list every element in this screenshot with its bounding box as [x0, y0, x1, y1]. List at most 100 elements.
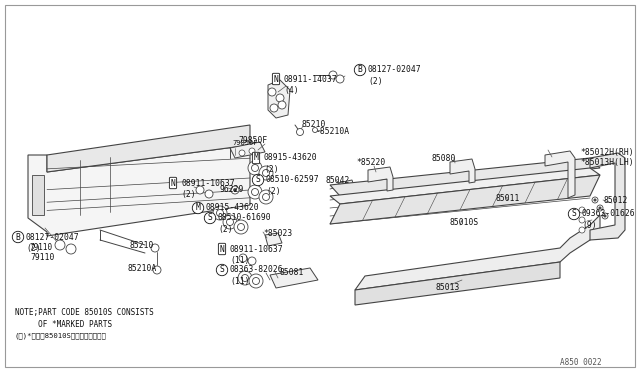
Circle shape	[276, 94, 284, 102]
Polygon shape	[270, 268, 318, 288]
Circle shape	[223, 215, 237, 229]
Text: *85023: *85023	[263, 229, 292, 238]
Text: (注)*印は、85010Sの構成部品です。: (注)*印は、85010Sの構成部品です。	[15, 332, 107, 339]
Text: 09363-01626: 09363-01626	[582, 209, 636, 218]
Text: 85210: 85210	[130, 241, 154, 250]
Circle shape	[602, 213, 608, 219]
Circle shape	[241, 275, 248, 282]
Circle shape	[153, 266, 161, 274]
Text: 85011: 85011	[495, 194, 520, 203]
Text: S: S	[255, 176, 260, 185]
Text: 85042: 85042	[325, 176, 349, 185]
Text: N: N	[171, 179, 175, 187]
Circle shape	[239, 254, 247, 262]
Text: M: M	[196, 203, 200, 212]
Polygon shape	[545, 151, 575, 198]
Text: 85210A: 85210A	[128, 264, 157, 273]
Polygon shape	[47, 125, 250, 172]
Text: N: N	[273, 74, 278, 83]
Text: M: M	[253, 154, 259, 163]
Circle shape	[579, 227, 585, 233]
Circle shape	[205, 190, 213, 198]
Circle shape	[296, 128, 303, 135]
Text: (9): (9)	[582, 221, 596, 230]
Text: N: N	[220, 244, 225, 253]
Circle shape	[579, 217, 585, 223]
Text: 08911-14037: 08911-14037	[284, 74, 338, 83]
Circle shape	[253, 278, 259, 285]
Circle shape	[66, 244, 76, 254]
Circle shape	[579, 207, 585, 213]
Circle shape	[248, 185, 262, 199]
Circle shape	[55, 240, 65, 250]
Text: 85081: 85081	[280, 268, 305, 277]
Text: 85013: 85013	[435, 283, 460, 292]
Text: (2): (2)	[218, 225, 232, 234]
Circle shape	[259, 190, 273, 204]
Text: 85012: 85012	[604, 196, 628, 205]
Circle shape	[259, 166, 273, 180]
Text: 79850F: 79850F	[232, 140, 257, 146]
Polygon shape	[330, 168, 600, 204]
Circle shape	[252, 164, 259, 171]
Text: 85210: 85210	[302, 120, 326, 129]
Circle shape	[239, 150, 245, 156]
Text: 85080: 85080	[432, 154, 456, 163]
Circle shape	[249, 274, 263, 288]
Polygon shape	[28, 145, 250, 236]
Circle shape	[227, 218, 234, 225]
Text: S: S	[220, 266, 225, 275]
Polygon shape	[450, 159, 475, 183]
Circle shape	[262, 170, 269, 176]
Circle shape	[196, 186, 204, 194]
Polygon shape	[265, 233, 282, 246]
Text: (2): (2)	[266, 187, 280, 196]
Polygon shape	[330, 175, 600, 224]
Circle shape	[312, 128, 317, 132]
Circle shape	[252, 189, 259, 196]
Text: A850 0022: A850 0022	[560, 358, 602, 367]
Text: (2): (2)	[181, 190, 196, 199]
Circle shape	[151, 244, 159, 252]
Text: *85013H(LH): *85013H(LH)	[580, 158, 634, 167]
Text: 08915-43620: 08915-43620	[206, 203, 260, 212]
Text: (11): (11)	[230, 256, 250, 265]
Circle shape	[238, 271, 252, 285]
Text: 08363-82026: 08363-82026	[230, 266, 284, 275]
Polygon shape	[230, 142, 265, 158]
Polygon shape	[338, 180, 356, 194]
Polygon shape	[368, 167, 393, 191]
Circle shape	[262, 193, 269, 201]
Polygon shape	[355, 215, 600, 290]
Circle shape	[237, 224, 244, 231]
Text: (2): (2)	[264, 165, 278, 174]
Text: 96229: 96229	[220, 185, 244, 194]
Text: 79850F: 79850F	[238, 136, 268, 145]
Circle shape	[270, 104, 278, 112]
Circle shape	[599, 207, 601, 209]
Circle shape	[248, 257, 256, 265]
Text: 08911-10637: 08911-10637	[181, 179, 235, 187]
Text: S: S	[207, 214, 212, 222]
Circle shape	[278, 101, 286, 109]
Circle shape	[329, 71, 337, 79]
Text: *85012H(RH): *85012H(RH)	[580, 148, 634, 157]
Polygon shape	[268, 80, 290, 118]
Circle shape	[268, 88, 276, 96]
Circle shape	[594, 199, 596, 201]
Text: 08127-02047: 08127-02047	[368, 65, 422, 74]
Circle shape	[592, 197, 598, 203]
Text: *85220: *85220	[356, 158, 385, 167]
Polygon shape	[590, 153, 625, 240]
Polygon shape	[330, 158, 600, 196]
Circle shape	[213, 206, 227, 220]
Circle shape	[216, 209, 223, 217]
Circle shape	[248, 161, 262, 175]
Circle shape	[597, 205, 603, 211]
Text: OF *MARKED PARTS: OF *MARKED PARTS	[15, 320, 112, 329]
Polygon shape	[355, 262, 560, 305]
Text: 08510-62597: 08510-62597	[266, 176, 319, 185]
Text: -85210A: -85210A	[316, 127, 350, 136]
Text: B: B	[358, 65, 362, 74]
Circle shape	[336, 75, 344, 83]
